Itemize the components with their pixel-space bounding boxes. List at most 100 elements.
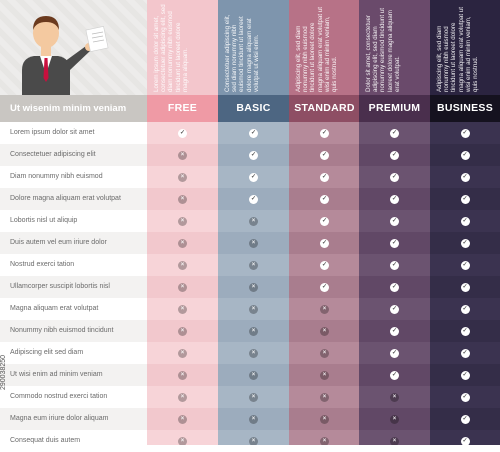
feature-cell: ✓ [359,210,430,232]
check-icon: ✓ [320,238,329,248]
feature-label: Diam nonummy nibh euismod [10,173,103,180]
check-icon: ✓ [460,128,470,138]
check-icon: ✓ [320,216,329,226]
feature-cell: ✓ [289,276,360,298]
stock-id-watermark: 290038250 [0,354,7,390]
check-icon: ✓ [320,150,329,160]
plan-name: FREE [147,95,218,122]
feature-cell: × [147,166,218,188]
feature-label: Commodo nostrud exerci tation [10,393,108,400]
feature-cell: × [147,144,218,166]
check-icon: ✓ [249,172,258,182]
check-icon: ✓ [390,260,399,270]
cross-icon: × [320,326,329,336]
cross-icon: × [178,216,187,226]
feature-cell: × [218,232,289,254]
cross-icon: × [249,348,258,358]
feature-cell: ✓ [430,232,500,254]
feature-cell: × [289,342,360,364]
feature-cell: × [147,364,218,386]
feature-label: Ullamcorper suscipit lobortis nisl [0,276,147,298]
feature-label: Lobortis nisl ut aliquip [10,217,78,224]
plan-description-panel: Consectetuer adipiscing elit, sed diam n… [218,0,289,95]
feature-label: Consequat duis autem [10,437,81,444]
check-icon: ✓ [390,128,399,138]
feature-cell: × [218,342,289,364]
feature-cell: × [289,298,360,320]
cross-icon: × [390,392,399,402]
feature-cell: ✓ [289,188,360,210]
plan-column-free: Lorem ipsum dolor sit amet, consectetuer… [147,0,218,445]
feature-label: Dolore magna aliquam erat volutpat [0,188,147,210]
cross-icon: × [390,436,399,445]
check-icon: ✓ [320,260,329,270]
check-icon: ✓ [460,216,470,226]
feature-cell: × [147,210,218,232]
cross-icon: × [249,216,258,226]
cross-icon: × [178,326,187,336]
feature-cell: ✓ [289,254,360,276]
check-icon: ✓ [390,304,399,314]
feature-cell: × [218,298,289,320]
check-icon: ✓ [320,282,329,292]
cross-icon: × [320,414,329,424]
feature-cell: ✓ [430,122,500,144]
check-icon: ✓ [460,436,470,445]
check-icon: ✓ [460,348,470,358]
cross-icon: × [178,172,187,182]
feature-label: Nonummy nibh euismod tincidunt [0,320,147,342]
feature-label: Magna aliquam erat volutpat [10,305,99,312]
cross-icon: × [249,282,258,292]
cross-icon: × [178,414,187,424]
feature-cell: × [147,320,218,342]
feature-cell: ✓ [430,342,500,364]
check-icon: ✓ [390,194,399,204]
hero-illustration [0,0,147,95]
cross-icon: × [320,370,329,380]
feature-cell: ✓ [430,364,500,386]
check-icon: ✓ [460,238,470,248]
plan-column-basic: Consectetuer adipiscing elit, sed diam n… [218,0,289,445]
check-icon: ✓ [460,304,470,314]
feature-cell: ✓ [430,430,500,445]
cross-icon: × [178,436,187,445]
cross-icon: × [178,260,187,270]
feature-cell: ✓ [359,232,430,254]
feature-label: Magna eum iriure dolor aliquam [0,408,147,430]
feature-cell: ✓ [430,166,500,188]
plan-column-standard: Adipiscing elit, sed diam nonummy nibh e… [289,0,360,445]
feature-cell: × [289,430,360,445]
feature-cell: × [147,430,218,445]
feature-cell: × [289,408,360,430]
cross-icon: × [320,436,329,445]
feature-cell: ✓ [218,144,289,166]
feature-cell: ✓ [289,232,360,254]
cross-icon: × [320,304,329,314]
feature-cell: × [147,188,218,210]
cross-icon: × [178,392,187,402]
feature-cell: ✓ [218,188,289,210]
check-icon: ✓ [178,128,187,138]
feature-label-column: Ut wisenim minim veniam Lorem ipsum dolo… [0,0,147,445]
check-icon: ✓ [460,392,470,402]
feature-cell: ✓ [359,254,430,276]
feature-cell: × [147,298,218,320]
plan-column-premium: Dolor sit amet, consectetuer adipiscing … [359,0,430,445]
plan-description: Dolor sit amet, consectetuer adipiscing … [365,8,401,92]
feature-cell: ✓ [430,210,500,232]
check-icon: ✓ [320,194,329,204]
plan-column-business: Adipiscing elit, sed diam nonummy nibh e… [430,0,500,445]
cross-icon: × [390,414,399,424]
cross-icon: × [249,370,258,380]
feature-cell: × [147,342,218,364]
check-icon: ✓ [460,194,470,204]
feature-cell: ✓ [359,122,430,144]
cross-icon: × [178,238,187,248]
check-icon: ✓ [390,238,399,248]
plan-name: PREMIUM [359,95,430,122]
check-icon: ✓ [390,216,399,226]
feature-cell: × [289,320,360,342]
plan-description: Lorem ipsum dolor sit amet, consectetuer… [153,4,189,92]
feature-cell: ✓ [430,144,500,166]
cross-icon: × [320,392,329,402]
